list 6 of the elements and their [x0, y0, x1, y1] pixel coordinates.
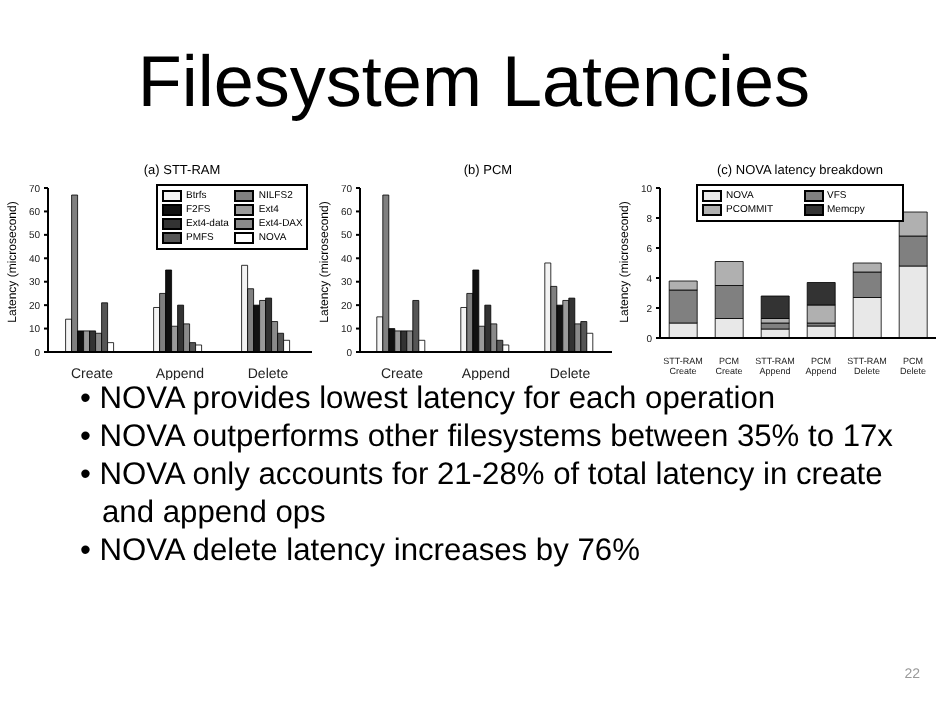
text: Filesystem Latencies: [135, 40, 813, 124]
text: • NOVA delete latency increases by 76%: [80, 532, 642, 570]
bar: [760, 295, 790, 319]
text: • NOVA only accounts for 21-28% of total latency in create and append ops: [80, 456, 885, 532]
text: • NOVA outperforms other filesystems between 35% to 17x: [80, 418, 895, 456]
text: • NOVA provides lowest latency for each operation: [80, 380, 778, 418]
